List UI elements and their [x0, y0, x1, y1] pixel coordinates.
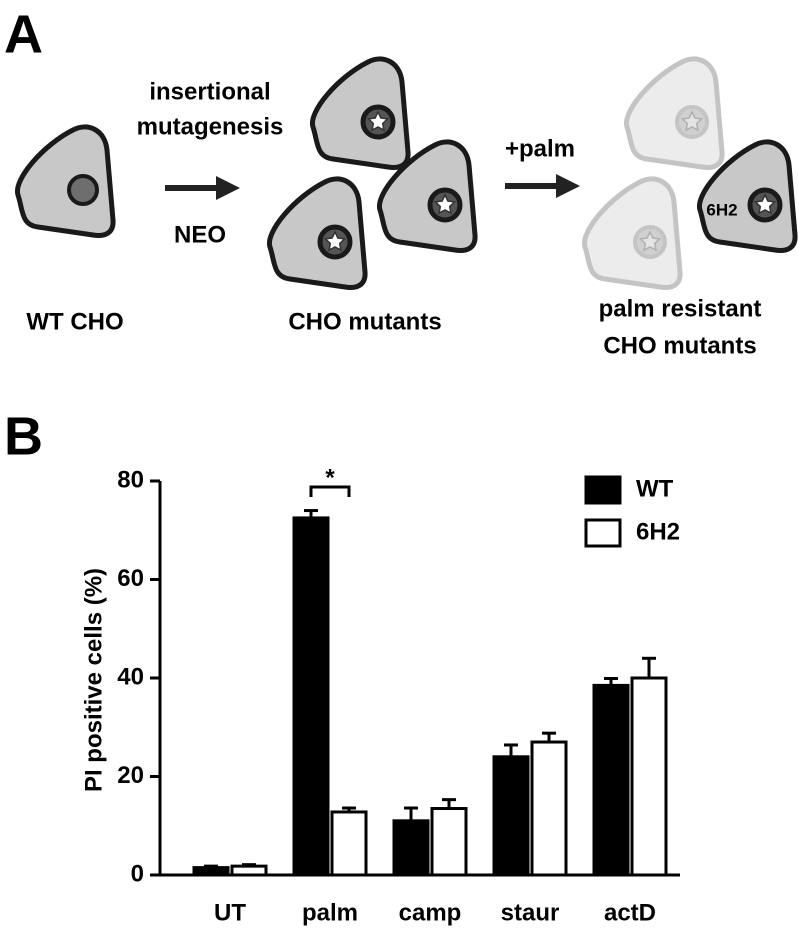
y-tick-label: 40 — [117, 663, 144, 690]
bar — [230, 864, 268, 877]
legend-label: 6H2 — [636, 518, 680, 545]
mutant-cell — [269, 179, 365, 288]
x-tick-label: UT — [214, 899, 246, 926]
bar — [492, 755, 530, 877]
x-tick-label: staur — [501, 899, 560, 926]
bar — [530, 740, 568, 877]
y-tick-label: 20 — [117, 762, 144, 789]
panel-label: A — [4, 4, 43, 64]
cell-label: CHO mutants — [603, 332, 756, 359]
legend-swatch — [584, 518, 622, 548]
cell-label: CHO mutants — [288, 308, 441, 335]
mutant-cell — [379, 142, 475, 251]
y-tick-label: 60 — [117, 565, 144, 592]
bar — [192, 866, 230, 877]
dead-cell — [584, 179, 680, 288]
cell-label: WT CHO — [26, 308, 123, 335]
arrow-label: +palm — [505, 135, 575, 162]
x-tick-label: palm — [302, 899, 358, 926]
x-tick-label: camp — [399, 899, 462, 926]
x-tick-label: actD — [604, 899, 656, 926]
significance-label: * — [325, 464, 335, 491]
y-axis-label: PI positive cells (%) — [80, 568, 107, 792]
clone-label: 6H2 — [706, 200, 737, 219]
y-tick-label: 80 — [117, 466, 144, 493]
bar — [292, 516, 330, 877]
legend-label: WT — [636, 475, 674, 502]
cell-label: palm resistant — [599, 295, 762, 322]
mutant-cell — [312, 59, 408, 168]
bar — [630, 676, 668, 877]
dead-cell — [626, 59, 722, 168]
bar — [430, 807, 468, 877]
legend-swatch — [584, 475, 622, 505]
plot: 0 20 40 60 80 UT palm camp staur actD * WT 6H2 — [117, 464, 680, 926]
wt-cell — [17, 127, 113, 236]
bar — [592, 683, 630, 877]
y-tick-label: 0 — [131, 860, 144, 887]
arrow-label: insertional — [149, 78, 270, 105]
resistant-cell — [699, 142, 795, 251]
bar — [330, 810, 368, 877]
arrow-label: NEO — [174, 221, 226, 248]
arrow-label: mutagenesis — [137, 113, 284, 140]
panel-label: B — [4, 406, 43, 466]
significance-bracket — [309, 485, 351, 497]
bar — [392, 819, 430, 877]
